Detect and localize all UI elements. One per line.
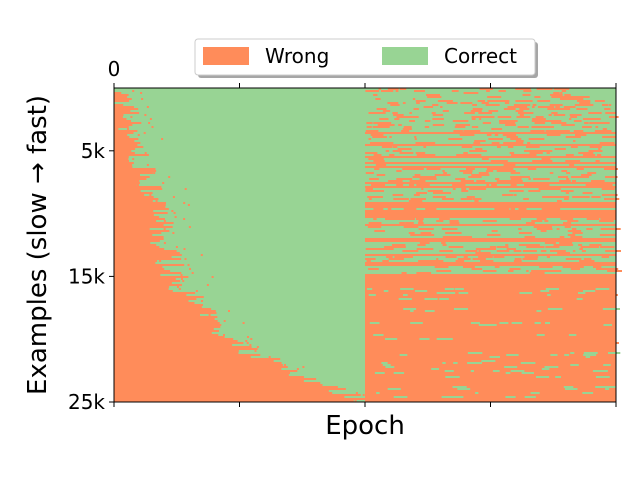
phase2-wrong-stripes bbox=[365, 88, 622, 402]
x-axis-ticks bbox=[113, 83, 617, 407]
phase1-wrong-region bbox=[113, 90, 365, 402]
legend-swatch-wrong bbox=[203, 47, 249, 65]
y-axis-ticks: 0 5k 15k 25k bbox=[68, 57, 120, 414]
legend-label-correct: Correct bbox=[444, 44, 517, 68]
y-tick-label: 0 bbox=[108, 57, 121, 81]
legend: Wrong Correct bbox=[194, 38, 538, 78]
legend-swatch-correct bbox=[382, 47, 428, 65]
x-axis-label: Epoch bbox=[325, 411, 405, 441]
heatmap-area bbox=[113, 88, 622, 402]
legend-label-wrong: Wrong bbox=[265, 44, 329, 68]
legend-box bbox=[194, 38, 536, 76]
y-tick-label: 15k bbox=[68, 264, 105, 288]
y-axis-label: Examples (slow → fast) bbox=[23, 95, 53, 395]
y-tick-label: 5k bbox=[81, 139, 106, 163]
y-tick-label: 25k bbox=[68, 390, 105, 414]
